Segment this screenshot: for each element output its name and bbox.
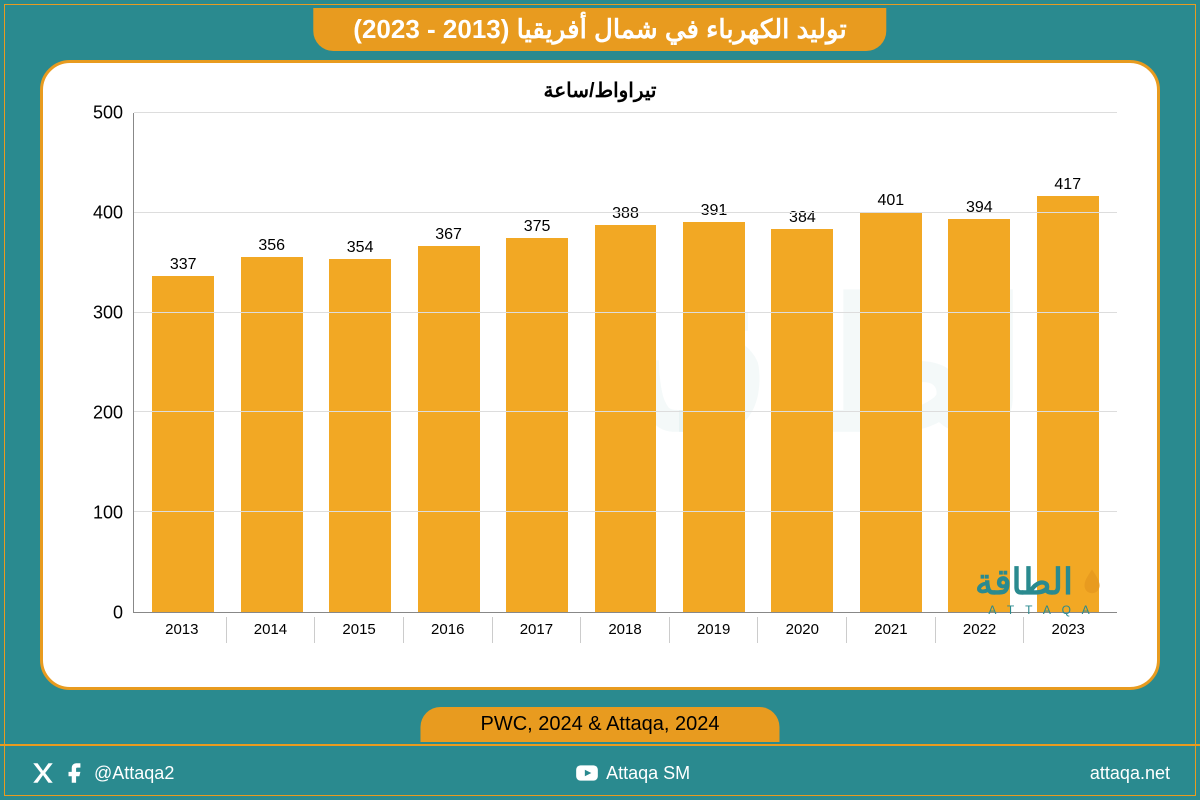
bar [241,257,303,612]
brand-logo: الطاقة A T T A Q A [975,561,1107,617]
social-x[interactable]: @Attaqa2 [30,760,174,786]
social-youtube[interactable]: Attaqa SM [574,760,690,786]
youtube-icon [574,760,600,786]
bar [948,219,1010,612]
footer-right: attaqa.net [1090,763,1170,784]
x-tick-label: 2015 [314,617,403,643]
bar-slot: 384 [758,113,846,612]
x-tick-label: 2020 [757,617,846,643]
grid-line [134,312,1117,313]
x-axis-labels: 2013201420152016201720182019202020212022… [133,617,1117,643]
plot-area-wrap: 0100200300400500 33735635436737538839138… [73,113,1127,643]
bar-slot: 417 [1024,113,1112,612]
website-link[interactable]: attaqa.net [1090,763,1170,784]
bar-slot: 356 [227,113,315,612]
brand-logo-sub: A T T A Q A [975,603,1107,617]
bar-slot: 388 [581,113,669,612]
x-tick-label: 2022 [935,617,1024,643]
chart-panel: الطاقة تيراواط/ساعة 0 100 200 300 400 500 337… [40,60,1160,690]
y-tick-label: 300 [73,303,123,324]
footer: @Attaqa2 Attaqa SM attaqa.net [0,744,1200,800]
bar-slot: 391 [670,113,758,612]
x-tick-label: 2016 [403,617,492,643]
bar-value-label: 367 [435,226,462,244]
bar-slot: 401 [847,113,935,612]
source-text: PWC, 2024 & Attaqa, 2024 [480,713,719,735]
title-banner: توليد الكهرباء في شمال أفريقيا (2013 - 2… [313,8,886,51]
x-tick-label: 2014 [226,617,315,643]
bar-value-label: 375 [524,218,551,236]
bar-slot: 354 [316,113,404,612]
chart-subtitle: تيراواط/ساعة [73,78,1127,103]
bar [418,246,480,612]
social-handle-2: Attaqa SM [606,763,690,784]
y-tick-label: 500 [73,103,123,124]
grid-line [134,212,1117,213]
grid-line [134,112,1117,113]
bar-value-label: 337 [170,256,197,274]
source-banner: PWC, 2024 & Attaqa, 2024 [420,707,779,742]
grid-line [134,411,1117,412]
x-icon [30,760,56,786]
brand-logo-main: الطاقة [975,561,1073,603]
bar-slot: 394 [935,113,1023,612]
bar-value-label: 401 [878,192,905,210]
bar-value-label: 388 [612,205,639,223]
brand-logo-text: الطاقة [975,561,1107,603]
bar-value-label: 356 [258,237,285,255]
x-tick-label: 2018 [580,617,669,643]
bar [683,222,745,612]
x-tick-label: 2023 [1023,617,1112,643]
bar [595,225,657,612]
bar-value-label: 417 [1054,176,1081,194]
y-tick-label: 200 [73,403,123,424]
y-tick-label: 100 [73,503,123,524]
footer-center: Attaqa SM [574,760,690,786]
bar [152,276,214,612]
bars-container: 337 356 354 367 375 388 391 384 401 394 417 [134,113,1117,612]
bar [506,238,568,612]
y-tick-label: 0 [73,603,123,624]
social-handle-1: @Attaqa2 [94,763,174,784]
facebook-icon [62,760,88,786]
plot-area: 337 356 354 367 375 388 391 384 401 394 417 [133,113,1117,613]
bar [1037,196,1099,612]
bar-value-label: 391 [701,202,728,220]
x-tick-label: 2017 [492,617,581,643]
bar-slot: 375 [493,113,581,612]
x-tick-label: 2013 [138,617,226,643]
y-tick-label: 400 [73,203,123,224]
flame-drop-icon [1077,564,1107,600]
y-axis: 0100200300400500 [73,113,133,613]
x-tick-label: 2019 [669,617,758,643]
bar-slot: 337 [139,113,227,612]
page-title: توليد الكهرباء في شمال أفريقيا (2013 - 2… [353,14,846,44]
grid-line [134,511,1117,512]
bar-value-label: 394 [966,199,993,217]
x-tick-label: 2021 [846,617,935,643]
bar-slot: 367 [404,113,492,612]
bar [771,229,833,612]
bar-value-label: 354 [347,239,374,257]
footer-left: @Attaqa2 [30,760,174,786]
